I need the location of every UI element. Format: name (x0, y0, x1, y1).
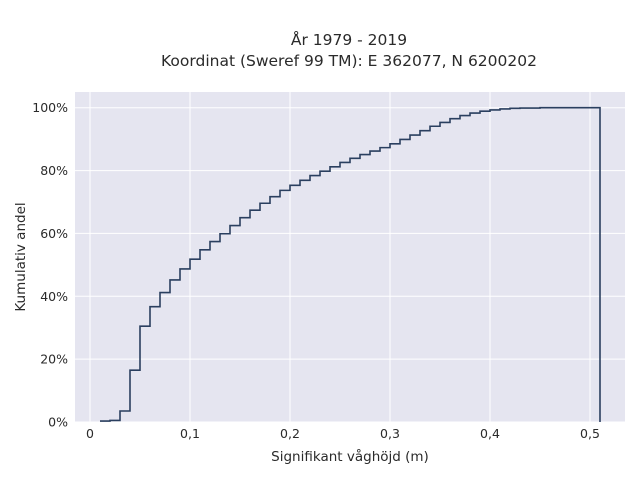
x-axis-label: Signifikant våghöjd (m) (271, 448, 429, 465)
y-tick-label: 100% (32, 100, 68, 115)
y-axis-label: Kumulativ andel (13, 202, 29, 311)
grid (75, 92, 625, 423)
y-tick-label: 40% (40, 289, 68, 304)
x-tick-label: 0,3 (380, 426, 400, 441)
y-tick-label: 20% (40, 352, 68, 367)
y-tick-label: 60% (40, 226, 68, 241)
x-tick-label: 0,1 (180, 426, 200, 441)
x-tick-label: 0,2 (280, 426, 300, 441)
x-tick-label: 0,4 (480, 426, 500, 441)
plot-area (75, 92, 625, 422)
x-tick-label: 0,5 (580, 426, 600, 441)
y-tick-label: 0% (48, 415, 68, 430)
y-tick-label: 80% (40, 163, 68, 178)
y-axis-ticks: 0% 20% 40% 60% 80% 100% (32, 100, 68, 429)
cdf-step-line (100, 106, 601, 422)
chart-title-line-2: Koordinat (Sweref 99 TM): E 362077, N 62… (161, 52, 537, 70)
chart-title-line-1: År 1979 - 2019 (291, 30, 407, 49)
x-axis-ticks: 0 0,1 0,2 0,3 0,4 0,5 (86, 426, 600, 441)
x-tick-label: 0 (86, 426, 94, 441)
